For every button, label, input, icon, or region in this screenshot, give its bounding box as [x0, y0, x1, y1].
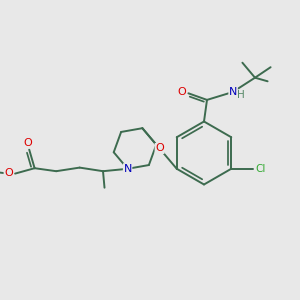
Text: O: O [23, 138, 32, 148]
Text: Cl: Cl [255, 164, 266, 174]
Text: O: O [4, 168, 13, 178]
Text: N: N [229, 87, 237, 97]
Text: H: H [237, 90, 245, 100]
Text: N: N [123, 164, 132, 174]
Text: O: O [155, 143, 164, 154]
Text: O: O [177, 87, 186, 97]
